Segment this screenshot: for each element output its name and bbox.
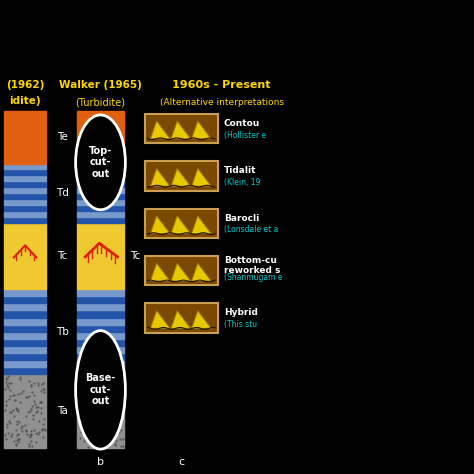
Text: (Turbidite): (Turbidite): [75, 98, 126, 108]
Polygon shape: [191, 263, 211, 281]
Text: (Shanmugam e: (Shanmugam e: [224, 273, 282, 282]
Polygon shape: [191, 216, 211, 234]
Bar: [145, 209, 218, 238]
Polygon shape: [150, 263, 170, 281]
Bar: [4, 374, 46, 448]
Text: (Alternative interpretations: (Alternative interpretations: [160, 99, 283, 107]
Bar: [145, 114, 218, 143]
Polygon shape: [191, 168, 211, 186]
Text: Walker (1965): Walker (1965): [59, 80, 142, 91]
Bar: [77, 289, 124, 296]
Bar: [77, 339, 124, 346]
Bar: [4, 223, 46, 289]
Bar: [145, 303, 218, 333]
Bar: [77, 199, 124, 205]
Polygon shape: [150, 311, 170, 328]
Polygon shape: [150, 216, 170, 234]
Polygon shape: [171, 263, 191, 281]
Text: Hybrid: Hybrid: [224, 309, 257, 317]
Ellipse shape: [76, 115, 126, 210]
Polygon shape: [150, 121, 170, 139]
Bar: [77, 205, 124, 211]
Text: Tb: Tb: [56, 327, 69, 337]
Text: (This stu: (This stu: [224, 320, 257, 329]
Bar: [4, 175, 46, 181]
Text: Tc: Tc: [130, 251, 141, 261]
Text: Base-
cut-
out: Base- cut- out: [85, 373, 116, 407]
Bar: [77, 346, 124, 353]
Bar: [4, 325, 46, 332]
Bar: [77, 367, 124, 374]
Text: (Lonsdale et a: (Lonsdale et a: [224, 226, 278, 234]
Bar: [77, 187, 124, 193]
Bar: [77, 353, 124, 360]
Bar: [77, 325, 124, 332]
Bar: [4, 367, 46, 374]
Bar: [4, 353, 46, 360]
Text: idite): idite): [9, 96, 41, 106]
Bar: [77, 211, 124, 217]
Bar: [77, 296, 124, 303]
Text: Td: Td: [56, 188, 69, 198]
Bar: [77, 303, 124, 310]
Bar: [4, 181, 46, 187]
Bar: [4, 169, 46, 175]
Bar: [4, 310, 46, 318]
Polygon shape: [150, 168, 170, 186]
Bar: [77, 332, 124, 339]
Bar: [77, 318, 124, 325]
Polygon shape: [171, 168, 191, 186]
Bar: [77, 181, 124, 187]
Text: Ta: Ta: [57, 406, 68, 416]
Polygon shape: [171, 121, 191, 139]
Polygon shape: [191, 311, 211, 328]
Bar: [4, 346, 46, 353]
Bar: [4, 111, 46, 164]
Bar: [145, 256, 218, 285]
Text: Tc: Tc: [57, 251, 68, 261]
Text: (Hollister e: (Hollister e: [224, 131, 266, 139]
Bar: [4, 289, 46, 296]
Bar: [77, 175, 124, 181]
Bar: [77, 374, 124, 448]
Text: Bottom-cu
reworked s: Bottom-cu reworked s: [224, 256, 280, 275]
Bar: [77, 360, 124, 367]
Text: Contou: Contou: [224, 119, 260, 128]
Polygon shape: [171, 311, 191, 328]
Bar: [4, 164, 46, 169]
Bar: [4, 199, 46, 205]
Bar: [77, 169, 124, 175]
Bar: [4, 303, 46, 310]
Ellipse shape: [76, 331, 126, 449]
Bar: [4, 211, 46, 217]
Bar: [4, 339, 46, 346]
Text: Top-
cut-
out: Top- cut- out: [89, 146, 112, 179]
Bar: [77, 217, 124, 223]
Bar: [145, 161, 218, 191]
Bar: [4, 187, 46, 193]
Bar: [77, 223, 124, 289]
Bar: [4, 193, 46, 199]
Bar: [4, 332, 46, 339]
Text: Barocli: Barocli: [224, 214, 259, 222]
Text: (1962): (1962): [6, 80, 44, 91]
Text: (Klein, 19: (Klein, 19: [224, 178, 260, 187]
Text: c: c: [178, 457, 184, 467]
Bar: [4, 205, 46, 211]
Bar: [77, 111, 124, 164]
Bar: [77, 310, 124, 318]
Bar: [4, 318, 46, 325]
Text: 1960s - Present: 1960s - Present: [173, 80, 271, 91]
Polygon shape: [171, 216, 191, 234]
Bar: [4, 296, 46, 303]
Bar: [4, 217, 46, 223]
Bar: [77, 193, 124, 199]
Text: Te: Te: [57, 132, 68, 143]
Polygon shape: [191, 121, 211, 139]
Text: Tidalit: Tidalit: [224, 166, 256, 175]
Bar: [77, 164, 124, 169]
Text: b: b: [97, 457, 104, 467]
Bar: [4, 360, 46, 367]
